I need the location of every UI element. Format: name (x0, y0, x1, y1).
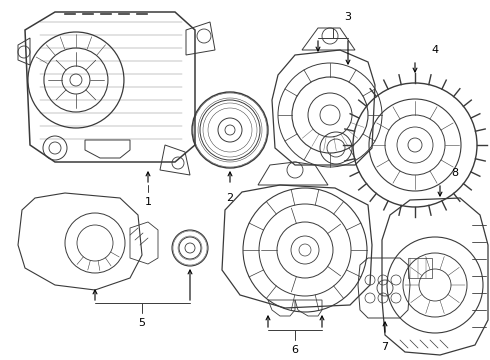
Text: 2: 2 (226, 193, 234, 203)
Text: 3: 3 (344, 12, 351, 22)
Text: 7: 7 (381, 342, 389, 352)
Text: 8: 8 (451, 168, 459, 178)
Text: 5: 5 (139, 318, 146, 328)
Text: 1: 1 (145, 197, 151, 207)
Text: 4: 4 (431, 45, 439, 55)
Text: 6: 6 (292, 345, 298, 355)
